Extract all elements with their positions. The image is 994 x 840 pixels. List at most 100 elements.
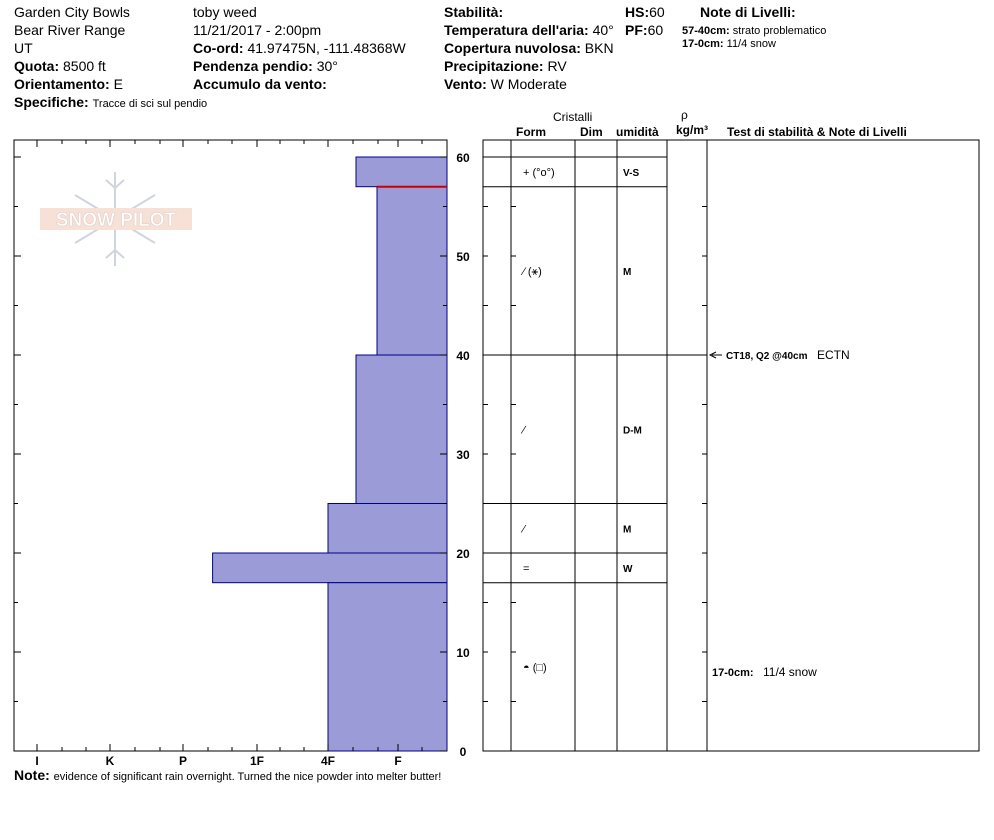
layer-notes-title: Note di Livelli:: [700, 4, 796, 20]
specifics-value: Tracce di sci sul pendio: [92, 98, 208, 110]
hs: HS:60: [625, 4, 665, 20]
crystal-form: =: [523, 563, 529, 575]
sky-label: Copertura nuvolosa:: [444, 40, 581, 56]
depth-tick-label: 50: [456, 250, 470, 264]
hs-value: 60: [649, 4, 665, 20]
moisture-value: W: [623, 564, 633, 575]
hardness-bar: [376, 186, 448, 356]
air-temp: Temperatura dell'aria: 40°: [444, 22, 614, 38]
depth-tick-label: 60: [456, 151, 470, 165]
moisture-value: V-S: [623, 168, 639, 179]
moisture-value: D-M: [623, 425, 642, 436]
slope: Pendenza pendio: 30°: [193, 58, 338, 74]
test-label: CT18, Q2 @40cm: [726, 351, 808, 362]
pf: PF:60: [625, 22, 663, 38]
specifics: Specifiche: Tracce di sci sul pendio: [14, 94, 207, 111]
footer-note: Note: evidence of significant rain overn…: [14, 767, 441, 784]
slope-label: Pendenza pendio:: [193, 58, 313, 74]
layer-note-1-range: 57-40cm:: [682, 25, 730, 37]
slope-value: 30°: [316, 58, 338, 74]
aspect-value: E: [113, 76, 123, 92]
pf-value: 60: [647, 22, 664, 38]
datetime: 11/21/2017 - 2:00pm: [193, 22, 322, 38]
hardness-tick-label: P: [179, 754, 187, 768]
depth-tick-label: 40: [456, 349, 470, 363]
layer-note-2-range: 17-0cm:: [682, 38, 724, 50]
notes-header: Test di stabilità & Note di Livelli: [727, 125, 907, 139]
hs-label: HS:: [625, 4, 650, 20]
test-result: ECTN: [817, 348, 850, 362]
location-name: Garden City Bowls: [14, 4, 130, 20]
moisture-header: umidità: [616, 125, 659, 139]
elevation-label: Quota:: [14, 58, 60, 74]
coords: Co-ord: 41.97475N, -111.48368W: [193, 40, 406, 56]
hardness-tick-label: F: [394, 754, 401, 768]
elevation: Quota: 8500 ft: [14, 58, 106, 74]
test-arrow-head: [708, 351, 717, 359]
snow-pilot-logo: SNOW PILOT: [40, 172, 192, 266]
hardness-bar: [355, 354, 448, 504]
hardness-bar: [327, 503, 448, 554]
form-header: Form: [516, 125, 546, 139]
hardness-bar: [327, 582, 448, 752]
logo-text: SNOW PILOT: [56, 210, 177, 231]
aspect-label: Orientamento:: [14, 76, 110, 92]
pf-label: PF:: [625, 22, 648, 38]
hardness-tick-label: 4F: [321, 754, 335, 768]
layer-note-2: 17-0cm: 11/4 snow: [682, 38, 776, 51]
size-header: Dim: [580, 125, 603, 139]
sky-cover: Copertura nuvolosa: BKN: [444, 40, 614, 56]
hardness-tick-label: 1F: [250, 754, 264, 768]
depth-tick-label: 0: [460, 745, 467, 759]
layer-notes-title-text: Note di Livelli:: [700, 4, 796, 20]
crystal-form: ◓ (□): [523, 662, 547, 674]
density-unit-header: kg/m³: [676, 123, 709, 137]
aspect: Orientamento: E: [14, 76, 123, 92]
depth-tick-label: 30: [456, 448, 470, 462]
stability: Stabilità:: [444, 4, 503, 20]
wind-value: W Moderate: [490, 76, 567, 92]
depth-tick-label: 20: [456, 547, 470, 561]
note-label: Note:: [14, 767, 50, 783]
wind-loading-label: Accumulo da vento:: [193, 76, 327, 92]
crystal-form: ⁄: [520, 424, 527, 436]
coords-value: 41.97475N, -111.48368W: [247, 40, 406, 56]
moisture-value: M: [623, 524, 631, 535]
wind-label: Vento:: [444, 76, 487, 92]
layer-table-frame: [482, 139, 980, 752]
moisture-value: M: [623, 267, 631, 278]
crystal-form: + (°o°): [523, 167, 555, 179]
precip-label: Precipitazione:: [444, 58, 544, 74]
hardness-tick-label: K: [106, 754, 115, 768]
crystal-form: ⁄ (⚹): [520, 266, 542, 278]
rho-header: ρ: [681, 108, 688, 122]
air-temp-label: Temperatura dell'aria:: [444, 22, 589, 38]
depth-tick-label: 10: [456, 646, 470, 660]
precip-value: RV: [547, 58, 567, 74]
logo-band: [40, 208, 192, 230]
precipitation: Precipitazione: RV: [444, 58, 567, 74]
elevation-value: 8500 ft: [63, 58, 106, 74]
layer-note-range: 17-0cm:: [712, 667, 754, 679]
crystals-header: Cristalli: [553, 110, 593, 124]
hardness-bar: [355, 156, 448, 188]
wind: Vento: W Moderate: [444, 76, 567, 92]
layer-note-1: 57-40cm: strato problematico: [682, 25, 826, 38]
observer: toby weed: [193, 4, 257, 20]
air-temp-value: 40°: [592, 22, 614, 38]
layer-note-2-text: 11/4 snow: [726, 38, 776, 50]
note-text: evidence of significant rain overnight. …: [53, 771, 442, 783]
sky-value: BKN: [584, 40, 614, 56]
stability-label: Stabilità:: [444, 4, 504, 20]
wind-loading: Accumulo da vento:: [193, 76, 327, 92]
mountain-range: Bear River Range: [14, 22, 126, 38]
specifics-label: Specifiche:: [14, 94, 89, 110]
hardness-tick-label: I: [35, 754, 38, 768]
coords-label: Co-ord:: [193, 40, 244, 56]
state: UT: [14, 40, 33, 56]
hardness-bar: [212, 552, 448, 584]
crystal-form: ⁄: [520, 523, 527, 535]
layer-note-text: 11/4 snow: [763, 665, 817, 679]
layer-note-1-text: strato problematico: [732, 25, 827, 37]
